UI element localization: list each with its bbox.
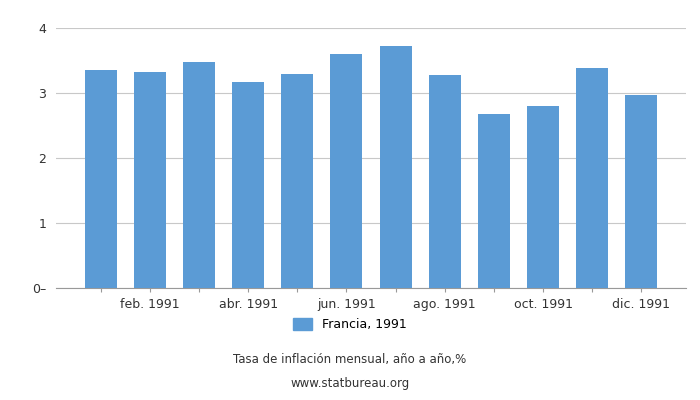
Legend: Francia, 1991: Francia, 1991 bbox=[293, 318, 407, 331]
Text: www.statbureau.org: www.statbureau.org bbox=[290, 378, 410, 390]
Bar bbox=[330, 54, 363, 288]
Bar bbox=[134, 72, 166, 288]
Bar bbox=[429, 75, 461, 288]
Bar bbox=[576, 68, 608, 288]
Bar bbox=[478, 114, 510, 288]
Bar bbox=[183, 62, 215, 288]
Bar bbox=[527, 106, 559, 288]
Bar bbox=[625, 95, 657, 288]
Bar bbox=[232, 82, 264, 288]
Bar bbox=[281, 74, 313, 288]
Bar bbox=[379, 46, 412, 288]
Bar bbox=[85, 70, 117, 288]
Text: Tasa de inflación mensual, año a año,%: Tasa de inflación mensual, año a año,% bbox=[233, 354, 467, 366]
